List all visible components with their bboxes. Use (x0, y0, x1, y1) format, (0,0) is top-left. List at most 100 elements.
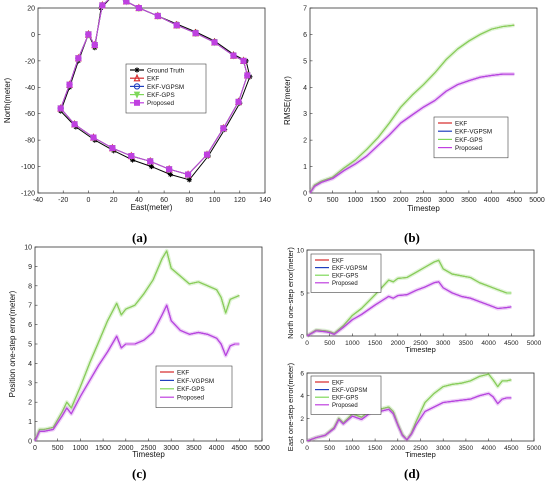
point-a-4-9 (211, 39, 218, 46)
legend-label-c-1: EKF-VGPSM (177, 378, 214, 385)
chart-d2: 0 500 1000 1500 2000 2500 3000 3500 4000 4500 5000… (286, 362, 542, 459)
point-a-0-17 (167, 171, 174, 178)
legend-label-d2-3: Proposed (332, 403, 358, 409)
legend-label-c-2: EKF-GPS (177, 386, 205, 393)
series-line-c-3 (34, 304, 240, 442)
y-tick-label-b-5: 5 (303, 58, 307, 65)
legend-label-d2-2: EKF-GPS (332, 396, 358, 402)
series-line-d1-2 (306, 259, 512, 337)
x-tick-label-b-1: 500 (327, 197, 339, 204)
chart-c: 0 500 1000 1500 2000 2500 3000 3500 4000 4500 5000… (8, 245, 270, 460)
legend-marker-a-3 (133, 91, 141, 99)
point-a-4-8 (192, 30, 199, 37)
x-tick-label-b-7: 3500 (461, 197, 477, 204)
legend-label-b-2: EKF-GPS (455, 137, 483, 144)
point-a-4-17 (166, 166, 173, 173)
x-tick-label-c-6: 3000 (163, 445, 179, 452)
point-a-4-19 (128, 152, 135, 159)
legend-label-a-4: Proposed (147, 100, 174, 107)
point-a-4-24 (66, 81, 73, 88)
y-tick-label-b-3: 3 (303, 111, 307, 118)
y-tick-label-a-1: -100 (21, 164, 35, 171)
x-tick-label-d1-5: 2500 (413, 340, 428, 347)
x-tick-label-c-2: 1000 (73, 445, 89, 452)
legend-label-a-2: EKF-VGPSM (147, 84, 184, 91)
x-tick-label-d1-6: 3000 (436, 340, 451, 347)
y-tick-label-b-1: 1 (303, 164, 307, 171)
x-tick-label-d1-4: 2000 (391, 340, 406, 347)
chart-a: -40 -20 0 20 40 60 80 100 120 140 -120 -100 -80 -60 -4… (3, 0, 271, 212)
x-tick-label-b-5: 2500 (416, 197, 432, 204)
series-line-b-3 (309, 73, 515, 194)
panel-label-a: (a) (132, 230, 148, 245)
x-tick-label-d2-8: 4000 (481, 445, 496, 452)
x-tick-label-c-8: 4000 (209, 445, 225, 452)
y-tick-label-a-7: 20 (27, 6, 35, 13)
point-a-4-16 (185, 171, 192, 178)
x-tick-label-d2-1: 500 (324, 445, 335, 452)
legend-label-a-3: EKF-GPS (147, 92, 175, 99)
x-tick-label-d2-9: 4500 (504, 445, 519, 452)
y-tick-label-c-7: 7 (28, 303, 32, 310)
x-tick-label-d1-1: 500 (324, 340, 335, 347)
point-a-4-13 (235, 98, 242, 105)
y-tick-label-d2-1: 2 (300, 416, 304, 423)
point-a-4-7 (173, 22, 180, 29)
y-tick-label-a-5: -20 (25, 58, 35, 65)
y-tick-label-c-8: 8 (28, 283, 32, 290)
legend-label-d1-1: EKF-VGPSM (332, 266, 367, 272)
x-tick-label-d1-2: 1000 (345, 340, 360, 347)
x-tick-label-c-1: 500 (52, 445, 64, 452)
x-tick-label-d2-0: 0 (305, 445, 309, 452)
y-tick-label-c-10: 10 (24, 245, 32, 252)
y-tick-label-c-2: 2 (28, 400, 32, 407)
x-tick-label-c-4: 2000 (118, 445, 134, 452)
y-axis-label-b: RMSE(meter) (283, 76, 292, 125)
x-tick-label-d2-6: 3000 (436, 445, 451, 452)
point-a-4-25 (75, 55, 82, 62)
x-tick-label-b-4: 2000 (393, 197, 409, 204)
y-tick-label-d2-0: 0 (300, 439, 304, 446)
point-a-4-1 (91, 42, 98, 49)
x-axis-label-a: East(meter) (131, 203, 173, 212)
y-tick-label-c-6: 6 (28, 322, 32, 329)
y-tick-label-b-6: 6 (303, 32, 307, 39)
legend-label-a-1: EKF (147, 76, 159, 83)
y-tick-label-b-2: 2 (303, 138, 307, 145)
plot-frame-c (34, 246, 263, 442)
y-tick-label-c-4: 4 (28, 361, 32, 368)
legend-marker-a-4 (133, 99, 140, 106)
legend-marker-a-2 (133, 83, 141, 90)
x-tick-label-b-9: 4500 (507, 197, 523, 204)
point-a-4-20 (109, 145, 116, 152)
legend-label-d1-0: EKF (332, 258, 344, 264)
legend-label-d1-2: EKF-GPS (332, 274, 358, 280)
y-axis-label-d1: North one-step error(meter) (286, 247, 295, 339)
y-tick-label-c-0: 0 (28, 439, 32, 446)
y-axis-label-a: North(meter) (3, 77, 12, 123)
y-tick-label-b-4: 4 (303, 85, 307, 92)
legend-marker-a-1 (133, 73, 141, 82)
y-tick-label-d1-0: 0 (300, 334, 304, 341)
x-tick-label-d1-3: 1500 (368, 340, 383, 347)
point-a-4-12 (244, 72, 251, 79)
point-a-4-21 (90, 134, 97, 141)
y-tick-label-d1-2: 10 (297, 248, 305, 255)
point-a-4-18 (147, 158, 154, 165)
legend-label-b-1: EKF-VGPSM (455, 129, 492, 136)
point-a-4-4 (123, 0, 130, 5)
y-tick-label-b-0: 0 (303, 191, 307, 198)
y-axis-label-c: Position one-step error(meter) (8, 290, 17, 397)
point-a-4-5 (135, 5, 142, 11)
legend-label-d2-0: EKF (332, 380, 344, 386)
series-line-c-2 (34, 250, 240, 442)
x-tick-label-d1-9: 4500 (504, 340, 519, 347)
y-tick-label-d2-3: 6 (300, 371, 304, 378)
legend-label-b-3: Proposed (455, 145, 482, 152)
panel-label-b: (b) (404, 230, 420, 245)
x-tick-label-a-9: 140 (259, 197, 271, 204)
x-tick-label-a-8: 120 (234, 197, 246, 204)
series-line-d1-3 (306, 281, 512, 337)
x-tick-label-b-0: 0 (308, 197, 312, 204)
